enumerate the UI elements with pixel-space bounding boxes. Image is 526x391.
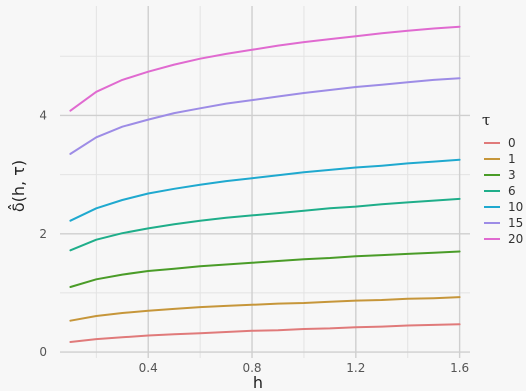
x-tick-label: 1.6 xyxy=(450,361,469,375)
legend-label-20: 20 xyxy=(508,232,523,246)
series-line-6 xyxy=(69,197,461,252)
legend-label-0: 0 xyxy=(508,136,516,150)
legend: τ 0 1 3 6 10 15 20 xyxy=(482,111,523,246)
x-tick-label: 0.4 xyxy=(139,361,158,375)
y-tick-label: 4 xyxy=(39,108,47,122)
legend-label-10: 10 xyxy=(508,200,523,214)
series-line-0 xyxy=(69,323,461,343)
y-axis-title: δ̂(h, τ) xyxy=(8,160,28,212)
series-lines xyxy=(69,25,461,343)
y-tick-label: 2 xyxy=(39,227,47,241)
x-tick-label: 0.8 xyxy=(242,361,261,375)
grid xyxy=(60,6,470,358)
legend-label-3: 3 xyxy=(508,168,516,182)
series-line-10 xyxy=(69,158,461,222)
legend-label-6: 6 xyxy=(508,184,516,198)
legend-label-15: 15 xyxy=(508,216,523,230)
legend-title: τ xyxy=(482,111,490,129)
series-line-3 xyxy=(69,250,461,288)
series-line-1 xyxy=(69,296,461,322)
y-tick-label: 0 xyxy=(39,345,47,359)
x-axis-title: h xyxy=(253,373,263,391)
series-line-20 xyxy=(69,25,461,112)
series-line-15 xyxy=(69,77,461,155)
axes: h δ̂(h, τ) 0.4 0.8 1.2 1.6 0 2 4 xyxy=(8,108,469,391)
legend-label-1: 1 xyxy=(508,152,516,166)
x-tick-label: 1.2 xyxy=(346,361,365,375)
